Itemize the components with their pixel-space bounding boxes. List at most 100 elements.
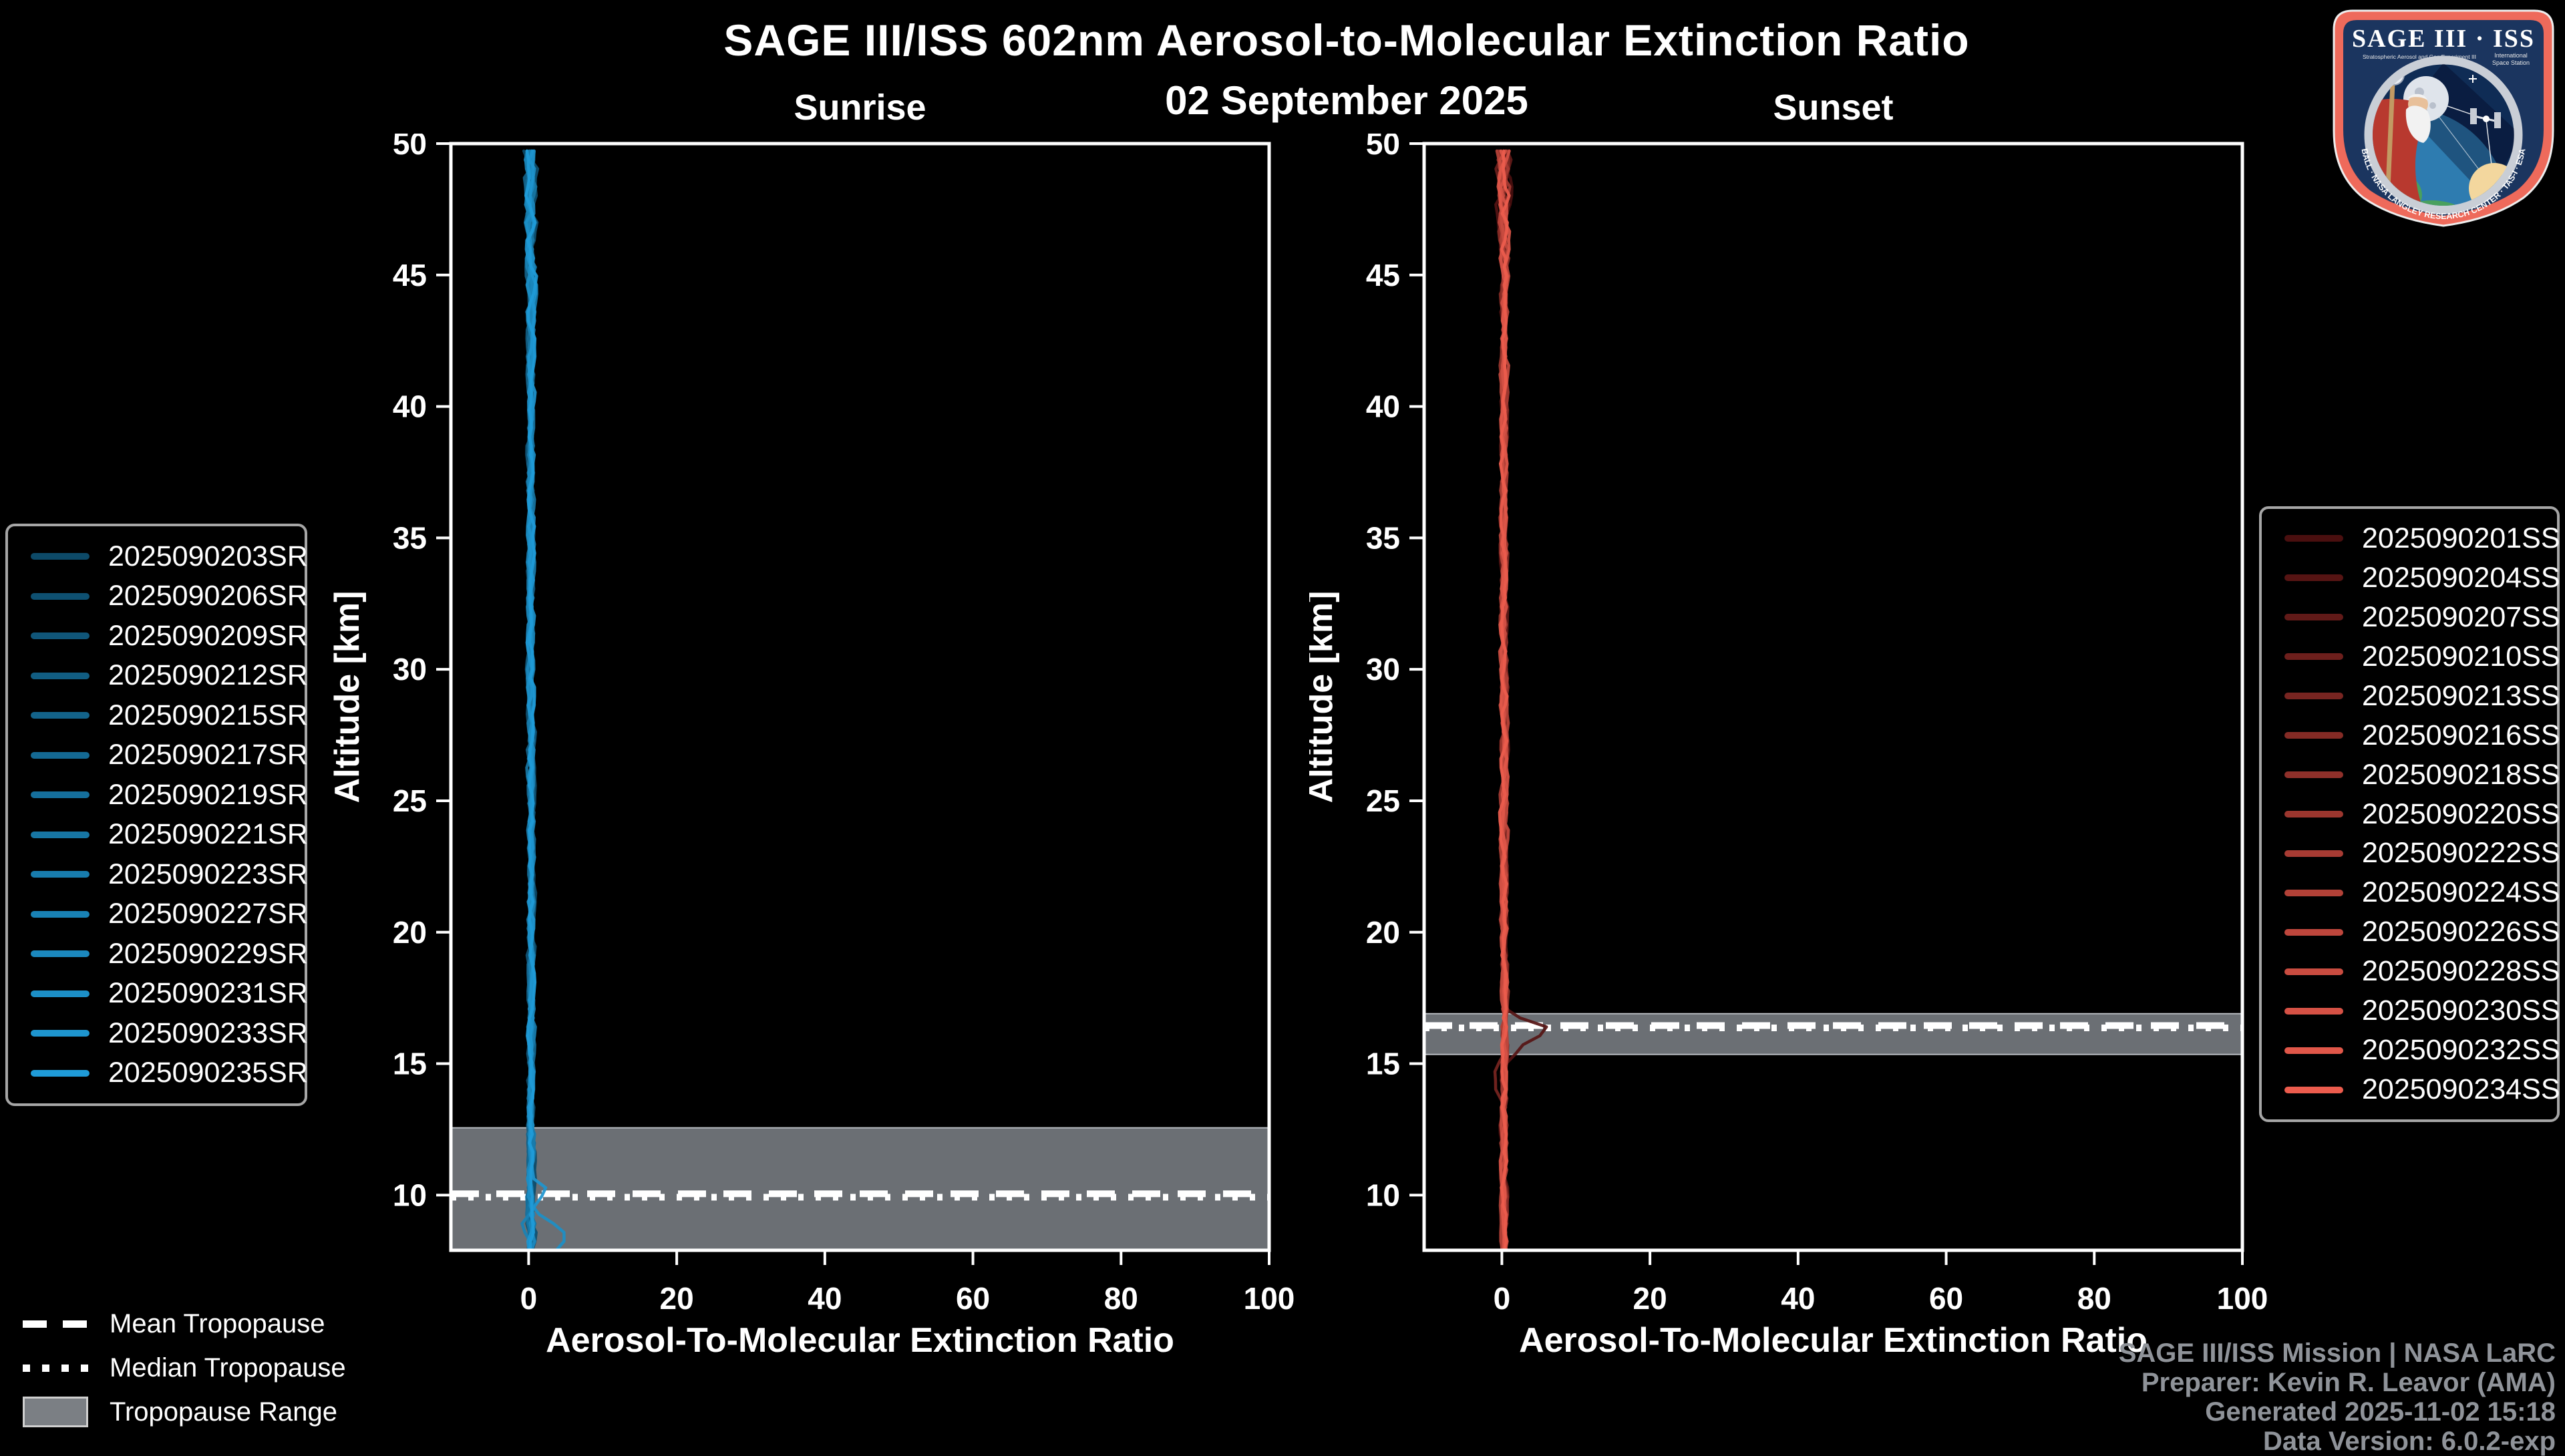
y-tick-label: 50: [393, 134, 427, 161]
legend-line-swatch: [2284, 653, 2343, 661]
legend-label: 2025090215SR: [108, 699, 308, 731]
legend-item: 2025090201SS: [2266, 522, 2560, 555]
legend-line-swatch: [31, 950, 90, 958]
y-tick-label: 45: [393, 258, 427, 293]
x-tick-label: 20: [660, 1281, 694, 1316]
legend-label: 2025090226SS: [2362, 916, 2560, 948]
legend-label: 2025090229SR: [108, 937, 308, 970]
legend-line-swatch: [2284, 1007, 2343, 1015]
x-tick-label: 0: [1494, 1281, 1511, 1316]
legend-label: 2025090224SS: [2362, 876, 2560, 909]
x-axis-label: Aerosol-To-Molecular Extinction Ratio: [546, 1321, 1174, 1360]
legend-label: 2025090223SR: [108, 858, 308, 890]
x-tick-label: 60: [1929, 1281, 1963, 1316]
logo-title: SAGE III · ISS: [2352, 25, 2535, 53]
logo-subtitle-right-2: Space Station: [2492, 59, 2530, 66]
tropopause-range-label: Tropopause Range: [110, 1397, 337, 1427]
mean-tropopause-label: Mean Tropopause: [110, 1308, 325, 1338]
legend-label: 2025090234SS: [2362, 1073, 2560, 1106]
legend-item: 2025090219SR: [12, 779, 308, 811]
y-tick-label: 30: [1366, 652, 1400, 687]
y-tick-label: 45: [1366, 258, 1400, 293]
legend-label: 2025090213SS: [2362, 679, 2560, 712]
attribution-line-generated: Generated 2025-11-02 15:18: [2205, 1397, 2556, 1427]
legend-line-swatch: [31, 553, 90, 560]
legend-label: 2025090207SS: [2362, 600, 2560, 633]
legend-item: 2025090217SR: [12, 739, 308, 771]
tropopause-range-legend-item: Tropopause Range: [23, 1395, 346, 1429]
x-tick-label: 20: [1633, 1281, 1667, 1316]
legend-item: 2025090207SS: [2266, 601, 2560, 634]
legend-line-swatch: [31, 632, 90, 640]
y-tick-label: 35: [1366, 520, 1400, 555]
y-tick-label: 35: [393, 520, 427, 555]
legend-line-swatch: [2284, 732, 2343, 739]
logo-subtitle-right-1: International: [2494, 52, 2528, 59]
legend-item: 2025090218SS: [2266, 759, 2560, 791]
legend-label: 2025090210SS: [2362, 640, 2560, 673]
y-tick-label: 20: [393, 915, 427, 950]
sunrise-panel-title: Sunrise: [794, 87, 926, 128]
y-tick-label: 30: [393, 652, 427, 687]
legend-item: 2025090230SS: [2266, 994, 2560, 1027]
legend-item: 2025090209SR: [12, 620, 308, 653]
series-line-2025090234SS: [1498, 149, 1511, 1250]
legend-label: 2025090220SS: [2362, 797, 2560, 830]
tropopause-range-band: [451, 1127, 1269, 1250]
chart-subtitle: 02 September 2025: [1165, 78, 1528, 123]
legend-item: 2025090221SR: [12, 818, 308, 851]
legend-label: 2025090231SR: [108, 977, 308, 1010]
y-tick-label: 25: [393, 783, 427, 818]
x-tick-label: 80: [2077, 1281, 2111, 1316]
legend-item: 2025090203SR: [12, 540, 308, 573]
y-tick-label: 25: [1366, 783, 1400, 818]
legend-line-swatch: [31, 910, 90, 918]
legend-label: 2025090222SS: [2362, 837, 2560, 870]
sunset-plot: 0 20 40 60 80 100 10 15 20 25 30 35 40 45 50 Aerosol-To…: [1309, 134, 2268, 1360]
attribution-line-mission: SAGE III/ISS Mission | NASA LaRC: [2118, 1338, 2556, 1368]
x-tick-label: 40: [808, 1281, 842, 1316]
y-tick-label: 15: [393, 1047, 427, 1081]
x-tick-label: 100: [2217, 1281, 2268, 1316]
legend-line-swatch: [2284, 614, 2343, 621]
logo-earth: [2373, 108, 2508, 206]
legend-item: 2025090232SS: [2266, 1034, 2560, 1067]
y-tick-label: 40: [1366, 389, 1400, 424]
dashed-line-swatch: [23, 1320, 88, 1328]
y-tick-label: 40: [393, 389, 427, 424]
legend-line-swatch: [2284, 811, 2343, 817]
x-tick-label: 0: [520, 1281, 538, 1316]
y-tick-label: 10: [1366, 1177, 1400, 1212]
attribution: SAGE III/ISS Mission | NASA LaRC Prepare…: [2119, 1338, 2556, 1456]
y-tick-label: 15: [1366, 1047, 1400, 1081]
legend-item: 2025090231SR: [12, 977, 308, 1010]
legend-line-swatch: [31, 831, 90, 838]
legend-line-swatch: [31, 871, 90, 878]
legend-line-swatch: [2284, 968, 2343, 975]
legend-line-swatch: [31, 1030, 90, 1037]
plot-frame: [449, 142, 1271, 1252]
legend-label: 2025090201SS: [2362, 522, 2560, 554]
legend-item: 2025090234SS: [2266, 1073, 2560, 1106]
sunset-legend: 2025090201SS 2025090204SS 2025090207SS 2025…: [2259, 506, 2560, 1122]
legend-item: 2025090224SS: [2266, 876, 2560, 909]
x-tick-label: 60: [956, 1281, 990, 1316]
legend-item: 2025090222SS: [2266, 837, 2560, 870]
legend-label: 2025090216SS: [2362, 719, 2560, 751]
legend-label: 2025090228SS: [2362, 955, 2560, 988]
legend-item: 2025090235SR: [12, 1057, 308, 1089]
legend-line-swatch: [2284, 928, 2343, 936]
legend-item: 2025090233SR: [12, 1017, 308, 1050]
legend-line-swatch: [2284, 693, 2343, 700]
legend-item: 2025090223SR: [12, 858, 308, 891]
legend-label: 2025090217SR: [108, 739, 308, 771]
legend-line-swatch: [31, 1069, 90, 1077]
y-tick-label: 10: [393, 1177, 427, 1212]
legend-label: 2025090233SR: [108, 1017, 308, 1049]
sunrise-plot: 0 20 40 60 80 100 10 15 20 25 30 35 40 45 50 Aerosol-To…: [328, 134, 1295, 1360]
legend-label: 2025090219SR: [108, 778, 308, 811]
legend-item: 2025090213SS: [2266, 680, 2560, 713]
legend-label: 2025090209SR: [108, 619, 308, 652]
sage-iss-logo-patch: SAGE III · ISS Stratospheric Aerosol and…: [2333, 9, 2554, 227]
